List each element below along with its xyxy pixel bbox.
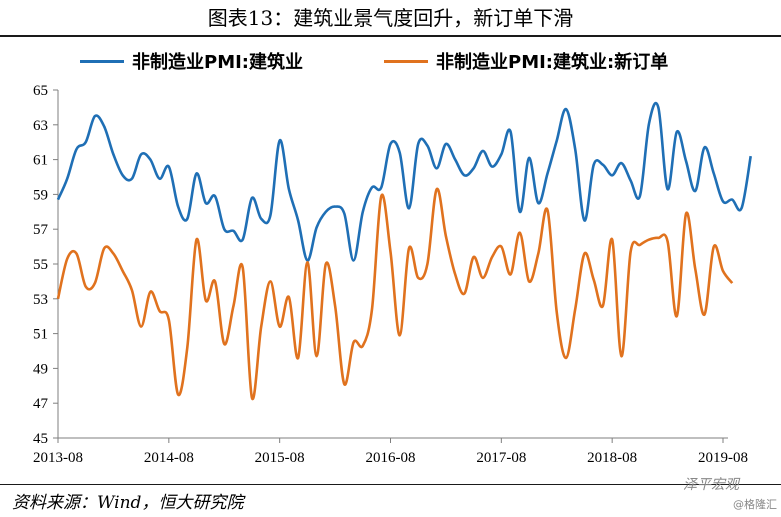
x-tick-label: 2018-08	[587, 450, 637, 466]
watermark-brand: @格隆汇	[733, 498, 777, 511]
legend-item-construction-pmi: 非制造业PMI:建筑业	[80, 48, 303, 74]
y-tick-label: 45	[33, 431, 48, 447]
legend-label-new-orders: 非制造业PMI:建筑业:新订单	[436, 52, 669, 73]
source-note: 资料来源：Wind，恒大研究院	[12, 493, 244, 513]
y-tick-label: 55	[33, 257, 48, 273]
x-tick-label: 2019-08	[698, 450, 748, 466]
y-tick-label: 57	[33, 222, 49, 238]
x-tick-label: 2017-08	[476, 450, 526, 466]
watermark-channel: 泽平宏观	[683, 477, 739, 493]
legend-item-new-orders: 非制造业PMI:建筑业:新订单	[384, 48, 668, 74]
y-tick-label: 47	[33, 396, 49, 412]
legend-label-construction-pmi: 非制造业PMI:建筑业	[132, 52, 303, 73]
y-tick-label: 59	[33, 187, 48, 203]
y-tick-label: 49	[33, 361, 48, 377]
title-divider	[0, 35, 781, 37]
y-tick-label: 51	[33, 327, 48, 343]
y-tick-label: 61	[33, 153, 48, 169]
x-tick-label: 2014-08	[144, 450, 194, 466]
legend-swatch-orange	[384, 59, 428, 63]
series-line-new-orders	[56, 187, 734, 401]
series-line-construction-pmi	[56, 101, 752, 262]
x-tick-label: 2016-08	[366, 450, 416, 466]
page-title: 图表13：建筑业景气度回升，新订单下滑	[207, 6, 574, 30]
x-tick-label: 2015-08	[255, 450, 305, 466]
y-tick-label: 63	[33, 118, 48, 134]
legend-swatch-blue	[80, 59, 124, 63]
footer-divider	[0, 484, 781, 485]
y-tick-label: 65	[33, 83, 48, 99]
x-tick-label: 2013-08	[33, 450, 83, 466]
chart-legend: 非制造业PMI:建筑业 非制造业PMI:建筑业:新订单	[0, 48, 781, 78]
y-tick-label: 53	[33, 292, 48, 308]
